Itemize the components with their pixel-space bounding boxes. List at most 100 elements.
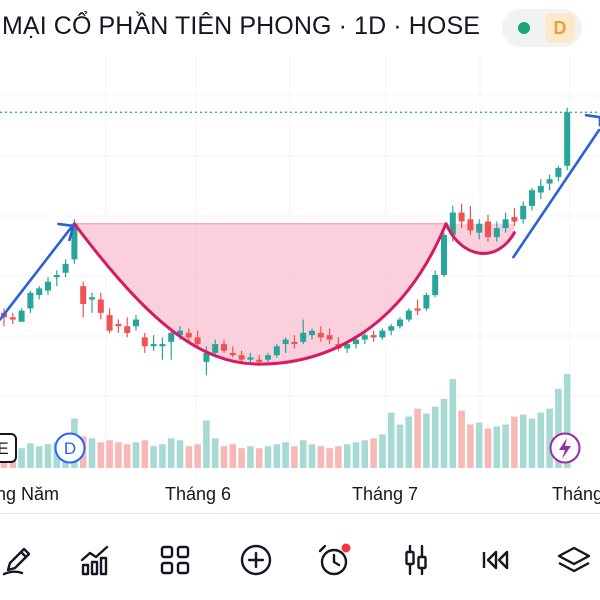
volume-bar: [238, 448, 245, 468]
candle-body: [511, 217, 518, 222]
volume-bar: [308, 444, 316, 468]
candle-body: [291, 341, 298, 345]
arrow-head: [584, 113, 600, 127]
cup-outline: [72, 222, 448, 366]
x-axis-label: Tháng: [552, 484, 600, 504]
volume-bar: [106, 440, 113, 468]
candle-body: [432, 274, 439, 296]
volume-bar: [326, 448, 333, 468]
volume-bar: [370, 438, 377, 468]
candle-body: [36, 288, 43, 296]
volume-bar: [414, 408, 421, 468]
chart-icon[interactable]: [76, 540, 116, 580]
volume-bar: [379, 434, 386, 468]
alarm-icon[interactable]: [314, 540, 354, 580]
candlestick-series: [1, 107, 571, 376]
candle-body: [502, 219, 509, 229]
grid-icon[interactable]: [155, 540, 195, 580]
candle-body: [370, 335, 377, 338]
delay-badge: D: [545, 13, 575, 43]
candle-body: [229, 352, 236, 356]
x-axis: ng Năm Tháng 6 Tháng 7 Tháng: [0, 484, 600, 504]
candle-body: [97, 299, 104, 313]
toolbar-divider: [0, 513, 600, 514]
volume-bar: [352, 442, 360, 468]
candle-body: [115, 324, 122, 327]
volume-bar: [194, 444, 201, 468]
candle-body: [476, 223, 483, 233]
candle-body: [282, 339, 289, 345]
candle-body: [414, 308, 421, 311]
volume-bar: [502, 424, 509, 468]
candle-body: [537, 185, 544, 193]
pattern-annotations: [0, 113, 600, 366]
candle-body: [185, 332, 192, 338]
candle-body: [326, 335, 333, 340]
volume-bar: [141, 440, 149, 468]
volume-bar: [167, 438, 175, 468]
pencil-icon[interactable]: [0, 540, 40, 580]
candle-body: [159, 344, 166, 347]
candle-body: [546, 179, 553, 184]
volume-bar: [273, 444, 281, 468]
candle-body: [177, 330, 183, 336]
volume-bar: [396, 424, 404, 468]
chart-header: MẠI CỔ PHẦN TIÊN PHONG · 1D · HOSE D: [0, 0, 600, 56]
candle-icon[interactable]: [396, 540, 436, 580]
volume-bar: [467, 424, 474, 468]
candle-body: [53, 274, 60, 278]
candle-body: [27, 292, 34, 309]
candle-body: [273, 346, 280, 356]
candle-body: [194, 337, 201, 345]
arrow-head: [57, 222, 75, 242]
candle-body: [449, 212, 456, 235]
bottom-toolbar: [0, 514, 600, 600]
candle-body: [300, 332, 307, 342]
candle-body: [317, 332, 324, 338]
candle-body: [265, 355, 271, 360]
volume-bar: [449, 378, 457, 468]
candle-body: [493, 228, 500, 238]
candle-body: [423, 295, 430, 309]
volume-bar: [150, 446, 157, 468]
candle-body: [71, 223, 78, 260]
replay-icon[interactable]: [475, 540, 515, 580]
candle-body: [133, 319, 139, 327]
volume-bar: [423, 413, 430, 468]
candle-body: [379, 330, 386, 338]
status-pill[interactable]: D: [502, 9, 582, 47]
volume-bar: [299, 440, 307, 468]
candle-body: [344, 344, 351, 349]
candle-body: [80, 286, 87, 304]
volume-bar: [255, 448, 263, 468]
candle-body: [45, 281, 51, 291]
symbol-title[interactable]: MẠI CỔ PHẦN TIÊN PHONG · 1D · HOSE: [2, 12, 480, 40]
volume-bar: [44, 444, 52, 468]
volume-bar: [211, 438, 219, 468]
candle-body: [150, 344, 157, 347]
volume-bar: [387, 412, 395, 468]
candle-body: [485, 221, 491, 238]
layers-icon[interactable]: [554, 540, 594, 580]
volume-bar: [264, 446, 272, 468]
volume-bar: [229, 444, 237, 468]
volume-bar: [563, 374, 571, 468]
candle-body: [520, 205, 527, 220]
add-icon[interactable]: [236, 540, 276, 580]
volume-bar: [203, 420, 210, 468]
uptrend-arrow-right: [512, 128, 600, 259]
candle-body: [467, 219, 474, 231]
candle-body: [353, 339, 359, 345]
candle-body: [9, 317, 16, 320]
x-axis-label: ng Năm: [0, 484, 59, 504]
candle-body: [458, 212, 465, 222]
volume-bar: [132, 442, 140, 468]
volume-bar: [475, 422, 483, 468]
volume-bar: [35, 446, 43, 468]
lightning-icon: [559, 438, 571, 459]
candle-body: [256, 359, 263, 362]
candle-body: [441, 234, 447, 275]
candle-body: [141, 337, 148, 347]
candle-body: [203, 352, 210, 362]
